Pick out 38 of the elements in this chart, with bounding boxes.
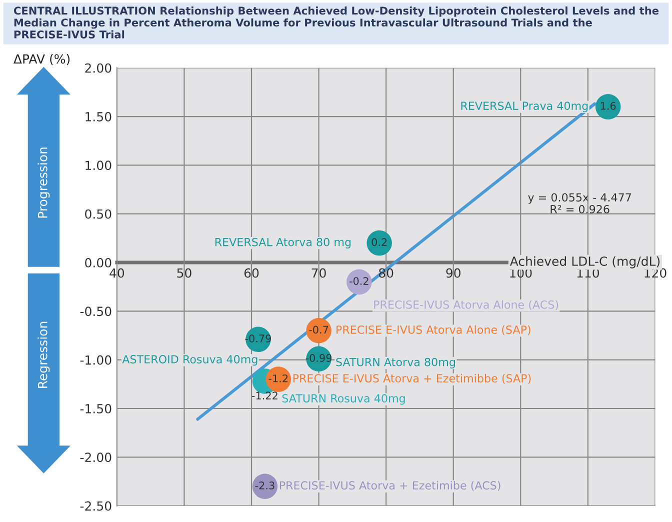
x-tick-label: 60 bbox=[244, 268, 259, 278]
text: Regression bbox=[38, 322, 50, 388]
y-tick-label: 2.00 bbox=[85, 63, 112, 73]
x-tick-label: 90 bbox=[446, 268, 460, 278]
x-tick-label: 70 bbox=[312, 268, 326, 278]
annotation: y = 0.055x - 4.477 bbox=[528, 193, 631, 204]
x-axis-title: Achieved LDL-C (mg/dL) bbox=[510, 256, 660, 268]
annotation: SATURN Atorva 80mg bbox=[336, 358, 455, 368]
y-tick-label: -0.50 bbox=[80, 306, 112, 316]
data-label: -1.2 bbox=[268, 374, 288, 382]
annotation: PRECISE E-IVUS Atorva Alone (SAP) bbox=[336, 325, 530, 336]
y-tick-label: 0.50 bbox=[85, 209, 112, 219]
data-label: 1.6 bbox=[600, 102, 616, 110]
y-tick-label: -1.50 bbox=[80, 404, 112, 414]
data-label: -0.2 bbox=[350, 277, 368, 285]
y-tick-label: 0.00 bbox=[85, 258, 112, 268]
annotation: PRECISE E-IVUS Atorva + Ezetimibbe (SAP) bbox=[293, 374, 531, 384]
y-tick-label: -2.00 bbox=[80, 452, 112, 462]
annotation: PRECISE-IVUS Atorva Alone (ACS) bbox=[374, 300, 558, 310]
annotation: REVERSAL Atorva 80 mg bbox=[215, 238, 351, 248]
y-tick-label: 1.00 bbox=[86, 160, 112, 170]
y-tick-label: -2.50 bbox=[80, 501, 112, 511]
data-label: -0.7 bbox=[309, 326, 328, 334]
data-label: -2.3 bbox=[255, 481, 274, 490]
annotation: PRECISE-IVUS Atorva + Ezetimibe (ACS) bbox=[280, 480, 500, 491]
x-tick-label: 40 bbox=[110, 268, 124, 278]
y-axis-title: ΔPAV (%) bbox=[14, 54, 70, 66]
data-label: 0.2 bbox=[372, 238, 387, 246]
text: Progression bbox=[38, 148, 50, 218]
annotation: ASTEROID Rosuva 40mg bbox=[122, 355, 258, 366]
annotation: SATURN Rosuva 40mg bbox=[282, 394, 405, 405]
data-label: -1.22 bbox=[252, 392, 278, 400]
x-tick-label: 50 bbox=[177, 268, 192, 278]
annotation: REVERSAL Prava 40mg bbox=[461, 102, 588, 112]
chart-title: CENTRAL ILLUSTRATION Relationship Between Achieved Low-Density Lipoprotein Cholesterol Levels and the Median Change in Percent Atheroma Volume for Previous Intravascular Ultrasound Trials and the PRECISE-IVUS Trial bbox=[14, 6, 659, 38]
annotation: R² = 0.926 bbox=[550, 205, 610, 214]
y-tick-label: -1.00 bbox=[80, 355, 112, 365]
y-tick-label: 1.50 bbox=[86, 112, 112, 122]
